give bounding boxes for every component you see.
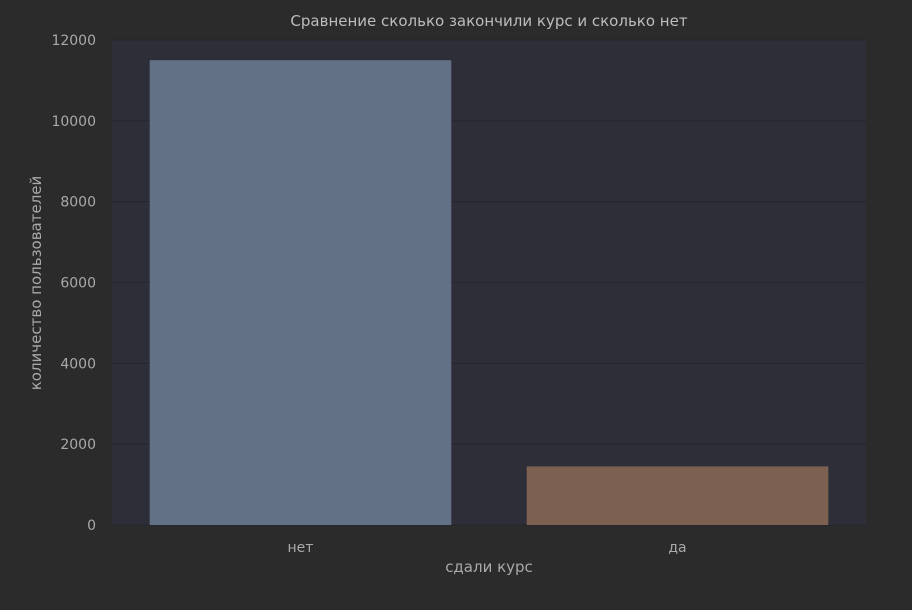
y-axis-ticks: 0 2000 4000 6000 8000 10000 12000 — [51, 33, 96, 534]
chart-title: Сравнение сколько закончили курс и сколь… — [290, 12, 687, 30]
y-tick-label: 6000 — [60, 276, 96, 292]
y-tick-label: 2000 — [60, 437, 96, 453]
y-tick-label: 12000 — [51, 33, 96, 49]
y-tick-label: 10000 — [51, 114, 96, 130]
y-tick-label: 4000 — [60, 356, 96, 372]
x-tick-label: нет — [288, 540, 314, 556]
y-axis-label: количество пользователей — [27, 176, 45, 391]
y-tick-label: 0 — [87, 518, 96, 534]
bar-no — [149, 60, 452, 525]
y-tick-label: 8000 — [60, 195, 96, 211]
bar-yes — [526, 466, 829, 525]
x-axis-label: сдали курс — [445, 558, 533, 576]
x-tick-label: да — [668, 540, 686, 556]
bars — [149, 60, 829, 525]
x-axis-ticks: нет да — [288, 540, 687, 556]
